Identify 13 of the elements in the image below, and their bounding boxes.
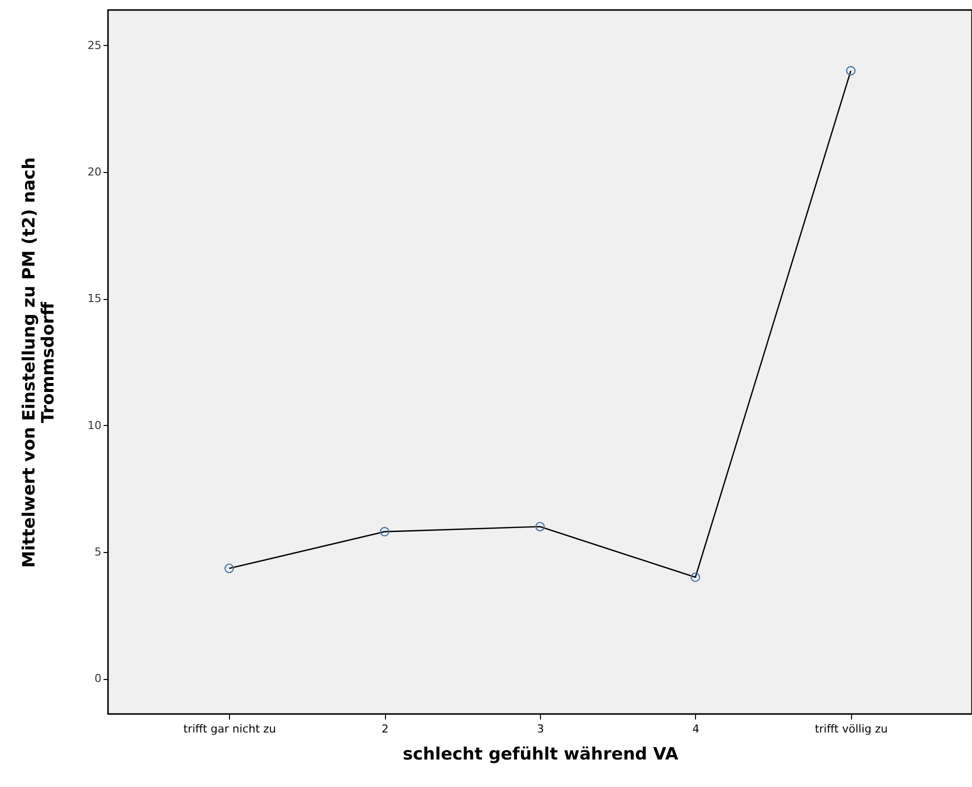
y-tick-label: 10 bbox=[88, 418, 102, 432]
x-tick-label: trifft völlig zu bbox=[814, 722, 888, 736]
y-tick-label: 0 bbox=[94, 672, 102, 686]
x-axis-title: schlecht gefühlt während VA bbox=[402, 744, 680, 764]
y-tick-label: 5 bbox=[94, 545, 102, 558]
y-tick-label: 20 bbox=[88, 166, 102, 179]
y-tick-label: 15 bbox=[88, 292, 102, 306]
y-axis-title: Mittelwert von Einstellung zu PM (t2) nach Trommsdorff bbox=[20, 157, 59, 568]
x-tick-label: 3 bbox=[537, 722, 544, 736]
x-tick-label: 2 bbox=[382, 722, 389, 736]
y-tick-label: 25 bbox=[88, 38, 102, 52]
x-tick-label: 4 bbox=[692, 722, 700, 736]
x-tick-label: trifft gar nicht zu bbox=[183, 722, 276, 736]
